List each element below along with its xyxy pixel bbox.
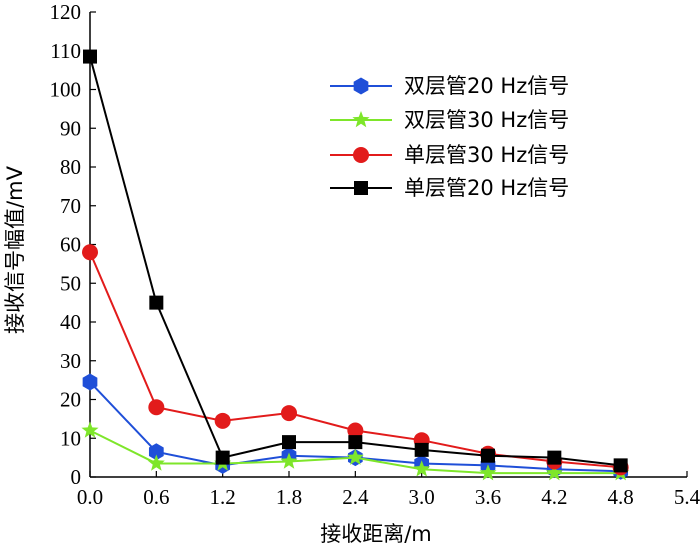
y-tick-label: 0 — [71, 465, 82, 489]
data-point-s1-1 — [82, 373, 98, 391]
x-tick-label: 0.0 — [77, 485, 103, 509]
data-point-s2-2 — [147, 454, 165, 471]
data-point-s3-3 — [214, 412, 231, 429]
data-point-s4-5 — [348, 435, 363, 450]
x-tick-label: 4.2 — [541, 485, 567, 509]
y-tick-label: 10 — [60, 426, 81, 450]
data-point-s4-1 — [83, 49, 97, 64]
data-point-s3-5 — [347, 422, 364, 439]
plot-area — [81, 49, 630, 481]
x-axis-title: 接收距离/m — [320, 522, 432, 546]
x-tick-label: 1.8 — [276, 485, 302, 509]
data-point-s4-7 — [481, 448, 495, 463]
data-point-s3-4 — [281, 405, 297, 422]
data-point-s4-8 — [547, 450, 562, 465]
y-tick-label: 80 — [60, 155, 81, 179]
data-point-s3-2 — [148, 399, 165, 416]
y-axis-title: 接收信号幅值/mV — [3, 165, 27, 334]
legend-marker-1 — [353, 77, 369, 95]
y-tick-label: 20 — [60, 388, 81, 412]
data-point-s2-6 — [413, 460, 431, 477]
y-tick-label: 60 — [60, 233, 81, 257]
data-point-s2-1 — [81, 421, 99, 438]
data-point-s3-1 — [82, 244, 98, 261]
tick-labels: 0 10 20 30 40 50 60 70 80 90 100 110 120 0.0 0.6 1.2 1.8… — [50, 0, 700, 509]
x-tick-label: 0.6 — [143, 485, 169, 509]
x-tick-label: 5.4 — [674, 485, 700, 509]
data-point-s2-5 — [346, 448, 364, 465]
data-point-s1-2 — [148, 443, 164, 461]
legend-label-4: 单层管20 Hz信号 — [404, 176, 569, 200]
legend-marker-4 — [354, 181, 368, 195]
data-point-s2-7 — [479, 464, 497, 481]
y-tick-label: 50 — [60, 271, 81, 295]
legend-marker-2 — [352, 111, 370, 128]
y-tick-label: 40 — [60, 310, 81, 334]
legend-label-1: 双层管20 Hz信号 — [404, 74, 569, 98]
data-point-s4-4 — [282, 435, 296, 450]
y-tick-label: 110 — [50, 39, 81, 63]
y-tick-label: 70 — [60, 194, 81, 218]
legend-label-2: 双层管30 Hz信号 — [404, 108, 569, 132]
data-point-s4-3 — [215, 450, 230, 465]
data-point-s4-2 — [149, 295, 164, 310]
y-tick-label: 90 — [60, 116, 81, 140]
x-tick-label: 3.0 — [409, 485, 435, 509]
legend-marker-3 — [353, 147, 369, 163]
x-tick-label: 3.6 — [475, 485, 501, 509]
x-tick-label: 4.8 — [608, 485, 634, 509]
x-tick-label: 2.4 — [342, 485, 369, 509]
data-point-s4-6 — [414, 442, 429, 457]
data-point-s2-4 — [280, 452, 298, 469]
data-point-s4-9 — [613, 458, 628, 473]
legend-label-3: 单层管30 Hz信号 — [404, 143, 569, 167]
data-point-s2-8 — [545, 464, 563, 481]
y-tick-label: 30 — [60, 349, 81, 373]
x-tick-label: 1.2 — [210, 485, 236, 509]
y-tick-label: 100 — [50, 78, 82, 102]
y-tick-label: 120 — [50, 0, 82, 24]
